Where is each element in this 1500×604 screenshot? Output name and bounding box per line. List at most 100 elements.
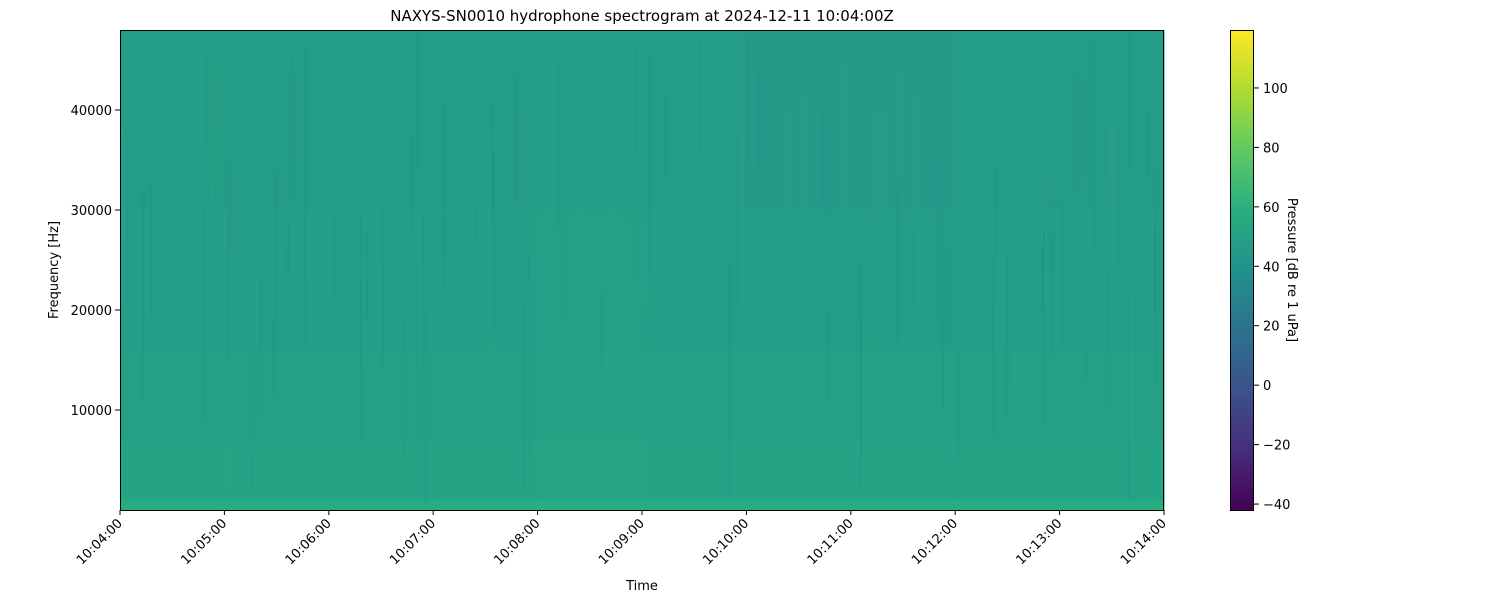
heatmap-streak bbox=[514, 74, 517, 200]
heatmap-streak bbox=[490, 227, 493, 392]
heatmap-streak bbox=[370, 246, 373, 421]
heatmap-streak bbox=[416, 264, 419, 443]
heatmap-cell bbox=[955, 350, 1061, 441]
heatmap-cell bbox=[850, 350, 956, 441]
heatmap-cell bbox=[1059, 210, 1165, 351]
heatmap-cell bbox=[955, 440, 1061, 501]
heatmap-streak bbox=[635, 45, 638, 156]
heatmap-streak bbox=[1005, 255, 1009, 418]
heatmap-streak bbox=[416, 30, 419, 172]
heatmap-cell bbox=[328, 500, 434, 511]
heatmap-cell bbox=[433, 90, 539, 211]
heatmap-streak bbox=[1037, 158, 1039, 232]
heatmap-streak bbox=[631, 198, 634, 280]
heatmap-streak bbox=[1154, 166, 1157, 384]
x-tick-label: 10:14:00 bbox=[1118, 516, 1170, 568]
heatmap-cell bbox=[642, 350, 747, 441]
heatmap-streak bbox=[1049, 231, 1053, 356]
x-tick-label: 10:11:00 bbox=[805, 516, 857, 568]
heatmap-streak bbox=[859, 261, 862, 455]
heatmap-streak bbox=[876, 112, 879, 351]
heatmap-streak bbox=[491, 99, 494, 213]
heatmap-streak bbox=[359, 279, 361, 370]
heatmap-cell bbox=[746, 30, 852, 91]
heatmap-streak bbox=[732, 228, 734, 377]
heatmap-streak bbox=[275, 172, 278, 352]
heatmap-streak bbox=[402, 207, 405, 268]
heatmap-streak bbox=[940, 158, 943, 345]
heatmap-streak bbox=[991, 254, 994, 438]
heatmap-streak bbox=[550, 123, 553, 331]
heatmap-streak bbox=[411, 133, 414, 236]
heatmap-streak bbox=[1154, 227, 1157, 316]
heatmap-cell bbox=[537, 210, 643, 351]
heatmap-cell bbox=[328, 210, 434, 351]
heatmap-cell bbox=[120, 30, 225, 91]
heatmap-streak bbox=[381, 150, 384, 303]
heatmap-streak bbox=[520, 267, 523, 358]
colorbar-label: Pressure [dB re 1 uPa] bbox=[1284, 198, 1299, 342]
heatmap-streak bbox=[1107, 270, 1109, 405]
heatmap-streak bbox=[121, 124, 125, 242]
heatmap-streak bbox=[1044, 154, 1047, 305]
heatmap-cell bbox=[746, 210, 852, 351]
heatmap-streak bbox=[363, 251, 366, 367]
colorbar-tick-label: 20 bbox=[1263, 320, 1280, 335]
heatmap-cell bbox=[328, 90, 434, 211]
heatmap-streak bbox=[912, 225, 914, 311]
heatmap-streak bbox=[1075, 193, 1077, 432]
heatmap-streak bbox=[382, 264, 385, 371]
heatmap-cell bbox=[120, 210, 225, 351]
heatmap-streak bbox=[1081, 80, 1083, 174]
heatmap-cell bbox=[224, 500, 330, 511]
heatmap-streak bbox=[378, 174, 381, 247]
heatmap-streak bbox=[218, 70, 221, 133]
heatmap-streak bbox=[431, 314, 434, 482]
heatmap-streak bbox=[1104, 56, 1106, 181]
heatmap-streak bbox=[1092, 40, 1096, 251]
heatmap-streak bbox=[643, 219, 646, 307]
heatmap-streak bbox=[872, 148, 875, 367]
heatmap-streak bbox=[895, 188, 898, 344]
heatmap-streak bbox=[291, 30, 293, 203]
heatmap-cell bbox=[537, 440, 643, 501]
heatmap-streak bbox=[942, 327, 944, 409]
heatmap-streak bbox=[487, 135, 490, 210]
heatmap-cell bbox=[850, 500, 956, 511]
heatmap-streak bbox=[206, 50, 208, 145]
heatmap-streak bbox=[813, 305, 815, 384]
heatmap-streak bbox=[787, 110, 789, 236]
colorbar-axis: −40 −20 0 20 40 60 80 100 bbox=[1254, 82, 1290, 513]
heatmap-cell bbox=[120, 440, 225, 501]
heatmap-streak bbox=[557, 64, 560, 229]
heatmap-cell bbox=[1059, 440, 1165, 501]
heatmap-streak bbox=[630, 152, 633, 298]
heatmap-cell bbox=[537, 350, 643, 441]
heatmap-streak bbox=[425, 67, 428, 149]
heatmap-streak bbox=[303, 232, 306, 346]
heatmap-streak bbox=[995, 165, 997, 305]
heatmap-streak bbox=[442, 102, 445, 257]
heatmap-cell bbox=[537, 30, 643, 91]
heatmap-streak bbox=[746, 161, 749, 290]
heatmap-cell bbox=[328, 440, 434, 501]
colorbar-tick-label: −20 bbox=[1263, 439, 1290, 454]
colorbar-tick-label: 80 bbox=[1263, 141, 1280, 156]
heatmap-streak bbox=[260, 65, 263, 278]
heatmap-cell bbox=[642, 440, 747, 501]
heatmap-streak bbox=[671, 156, 674, 239]
heatmap-streak bbox=[273, 128, 276, 210]
heatmap-streak bbox=[223, 263, 226, 491]
heatmap-streak bbox=[272, 321, 275, 397]
heatmap-streak bbox=[387, 215, 390, 302]
x-axis: 10:04:00 10:05:00 10:06:00 10:07:00 10:08:00… bbox=[74, 510, 1170, 568]
heatmap-streak bbox=[583, 316, 586, 411]
heatmap-streak bbox=[1128, 269, 1130, 498]
heatmap-streak bbox=[736, 133, 738, 308]
heatmap-streak bbox=[728, 261, 731, 496]
heatmap-streak bbox=[944, 242, 947, 353]
heatmap-streak bbox=[883, 112, 886, 341]
heatmap-cell bbox=[224, 90, 330, 211]
heatmap-streak bbox=[485, 88, 488, 209]
heatmap-cell bbox=[850, 30, 956, 91]
